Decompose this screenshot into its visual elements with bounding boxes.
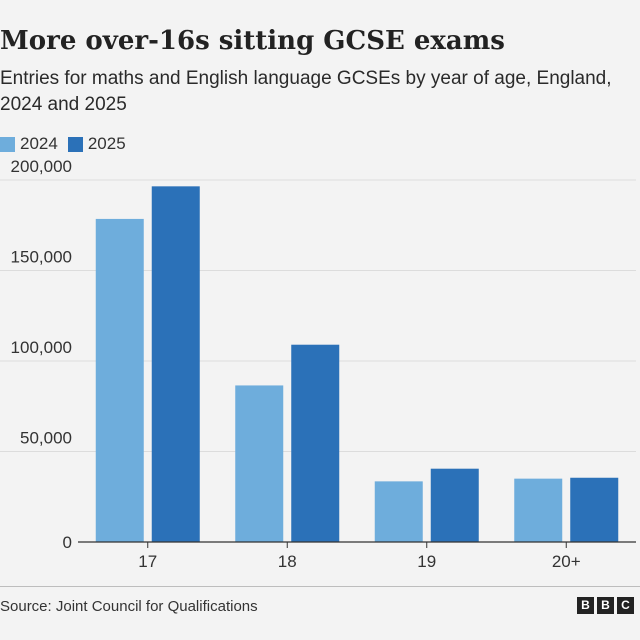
- bar-2025-17: [151, 186, 200, 542]
- chart-subtitle: Entries for maths and English language G…: [0, 68, 612, 115]
- chart-title: More over-16s sitting GCSE exams: [0, 26, 505, 56]
- source-note: Source: Joint Council for Qualifications: [0, 598, 258, 615]
- bar-2024-20+: [514, 478, 563, 542]
- y-tick-label: 100,000: [11, 338, 72, 357]
- bbc-logo-block: C: [617, 597, 634, 614]
- bbc-logo-block: B: [577, 597, 594, 614]
- y-tick-label: 150,000: [11, 248, 72, 267]
- bar-2025-18: [291, 344, 340, 542]
- footer-divider: [0, 586, 640, 587]
- bar-2025-19: [430, 468, 479, 542]
- bar-2025-20+: [570, 477, 619, 542]
- bar-2024-19: [374, 481, 423, 542]
- x-tick-label: 18: [278, 552, 297, 571]
- bar-2024-17: [95, 218, 144, 543]
- bbc-logo-block: B: [597, 597, 614, 614]
- legend: 2024 2025: [0, 134, 136, 154]
- x-tick-label: 20+: [552, 552, 581, 571]
- bar-chart: 0 50,000 100,000 150,000 200,000 17 18 19 20+: [0, 157, 636, 571]
- bar-2024-18: [235, 385, 284, 542]
- legend-label-2025: 2025: [87, 134, 126, 153]
- legend-item-2024: 2024: [0, 134, 58, 154]
- legend-swatch-2024: [0, 136, 15, 152]
- legend-swatch-2025: [67, 136, 83, 152]
- x-tick-label: 17: [138, 552, 157, 571]
- legend-label-2024: 2024: [20, 134, 58, 153]
- x-tick-label: 19: [417, 552, 436, 571]
- y-tick-label: 50,000: [20, 429, 72, 448]
- y-tick-label: 200,000: [11, 157, 72, 176]
- legend-item-2025: 2025: [67, 134, 126, 154]
- bbc-logo: B B C: [577, 597, 634, 614]
- y-tick-label: 0: [63, 533, 72, 552]
